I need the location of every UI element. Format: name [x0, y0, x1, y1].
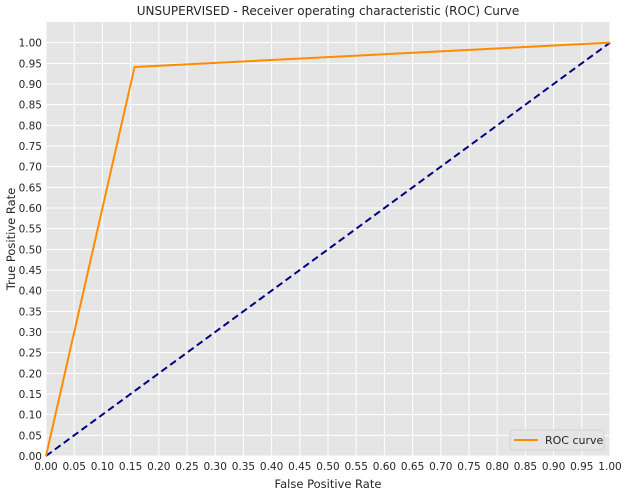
x-tick-label: 0.85	[514, 461, 537, 473]
y-tick-label: 0.65	[19, 182, 42, 194]
x-tick-label: 0.15	[119, 461, 142, 473]
x-tick-label: 0.10	[91, 461, 114, 473]
x-tick-label: 0.60	[373, 461, 396, 473]
x-tick-label: 0.00	[34, 461, 57, 473]
y-tick-label: 0.55	[19, 224, 42, 236]
x-tick-label: 0.50	[316, 461, 339, 473]
y-tick-label: 0.00	[19, 451, 42, 463]
x-tick-label: 0.55	[345, 461, 368, 473]
y-tick-label: 0.10	[19, 410, 42, 422]
y-tick-label: 0.90	[19, 79, 42, 91]
x-tick-labels: 0.00 0.05 0.10 0.15 0.20 0.25 0.30 0.35 0.40 0.45…	[34, 461, 621, 473]
x-tick-label: 0.95	[570, 461, 593, 473]
y-tick-label: 0.50	[19, 244, 42, 256]
x-tick-label: 1.00	[598, 461, 621, 473]
x-tick-label: 0.30	[204, 461, 227, 473]
series-layer	[45, 41, 611, 457]
y-tick-label: 0.85	[19, 100, 42, 112]
diagonal-reference-line	[45, 41, 611, 457]
y-tick-label: 0.95	[19, 58, 42, 70]
x-tick-label: 0.05	[63, 461, 86, 473]
y-tick-label: 0.70	[19, 162, 42, 174]
x-tick-label: 0.90	[542, 461, 565, 473]
x-axis-label: False Positive Rate	[275, 477, 382, 491]
legend-label-roc-curve: ROC curve	[545, 434, 604, 447]
x-tick-label: 0.25	[175, 461, 198, 473]
y-tick-label: 0.05	[19, 430, 42, 442]
y-tick-labels: 0.00 0.05 0.10 0.15 0.20 0.25 0.30 0.35 0.40 0.45…	[19, 38, 42, 463]
y-tick-label: 0.35	[19, 306, 42, 318]
x-tick-label: 0.20	[147, 461, 170, 473]
y-tick-label: 1.00	[19, 38, 42, 50]
x-tick-label: 0.45	[288, 461, 311, 473]
x-tick-label: 0.40	[260, 461, 283, 473]
legend: ROC curve	[509, 429, 605, 451]
roc-curve-line	[45, 41, 611, 457]
y-tick-label: 0.25	[19, 348, 42, 360]
x-tick-label: 0.65	[401, 461, 424, 473]
y-tick-label: 0.80	[19, 120, 42, 132]
grid-lines	[45, 22, 611, 457]
y-tick-label: 0.40	[19, 286, 42, 298]
y-tick-label: 0.20	[19, 368, 42, 380]
y-tick-label: 0.30	[19, 327, 42, 339]
x-tick-label: 0.70	[429, 461, 452, 473]
y-axis-label: True Positive Rate	[4, 188, 18, 291]
y-tick-label: 0.60	[19, 203, 42, 215]
y-tick-label: 0.45	[19, 265, 42, 277]
x-tick-label: 0.35	[232, 461, 255, 473]
x-tick-label: 0.80	[486, 461, 509, 473]
x-tick-label: 0.75	[457, 461, 480, 473]
legend-box	[509, 429, 605, 451]
y-tick-label: 0.15	[19, 389, 42, 401]
y-tick-label: 0.75	[19, 141, 42, 153]
chart-title: UNSUPERVISED - Receiver operating charac…	[137, 4, 519, 18]
